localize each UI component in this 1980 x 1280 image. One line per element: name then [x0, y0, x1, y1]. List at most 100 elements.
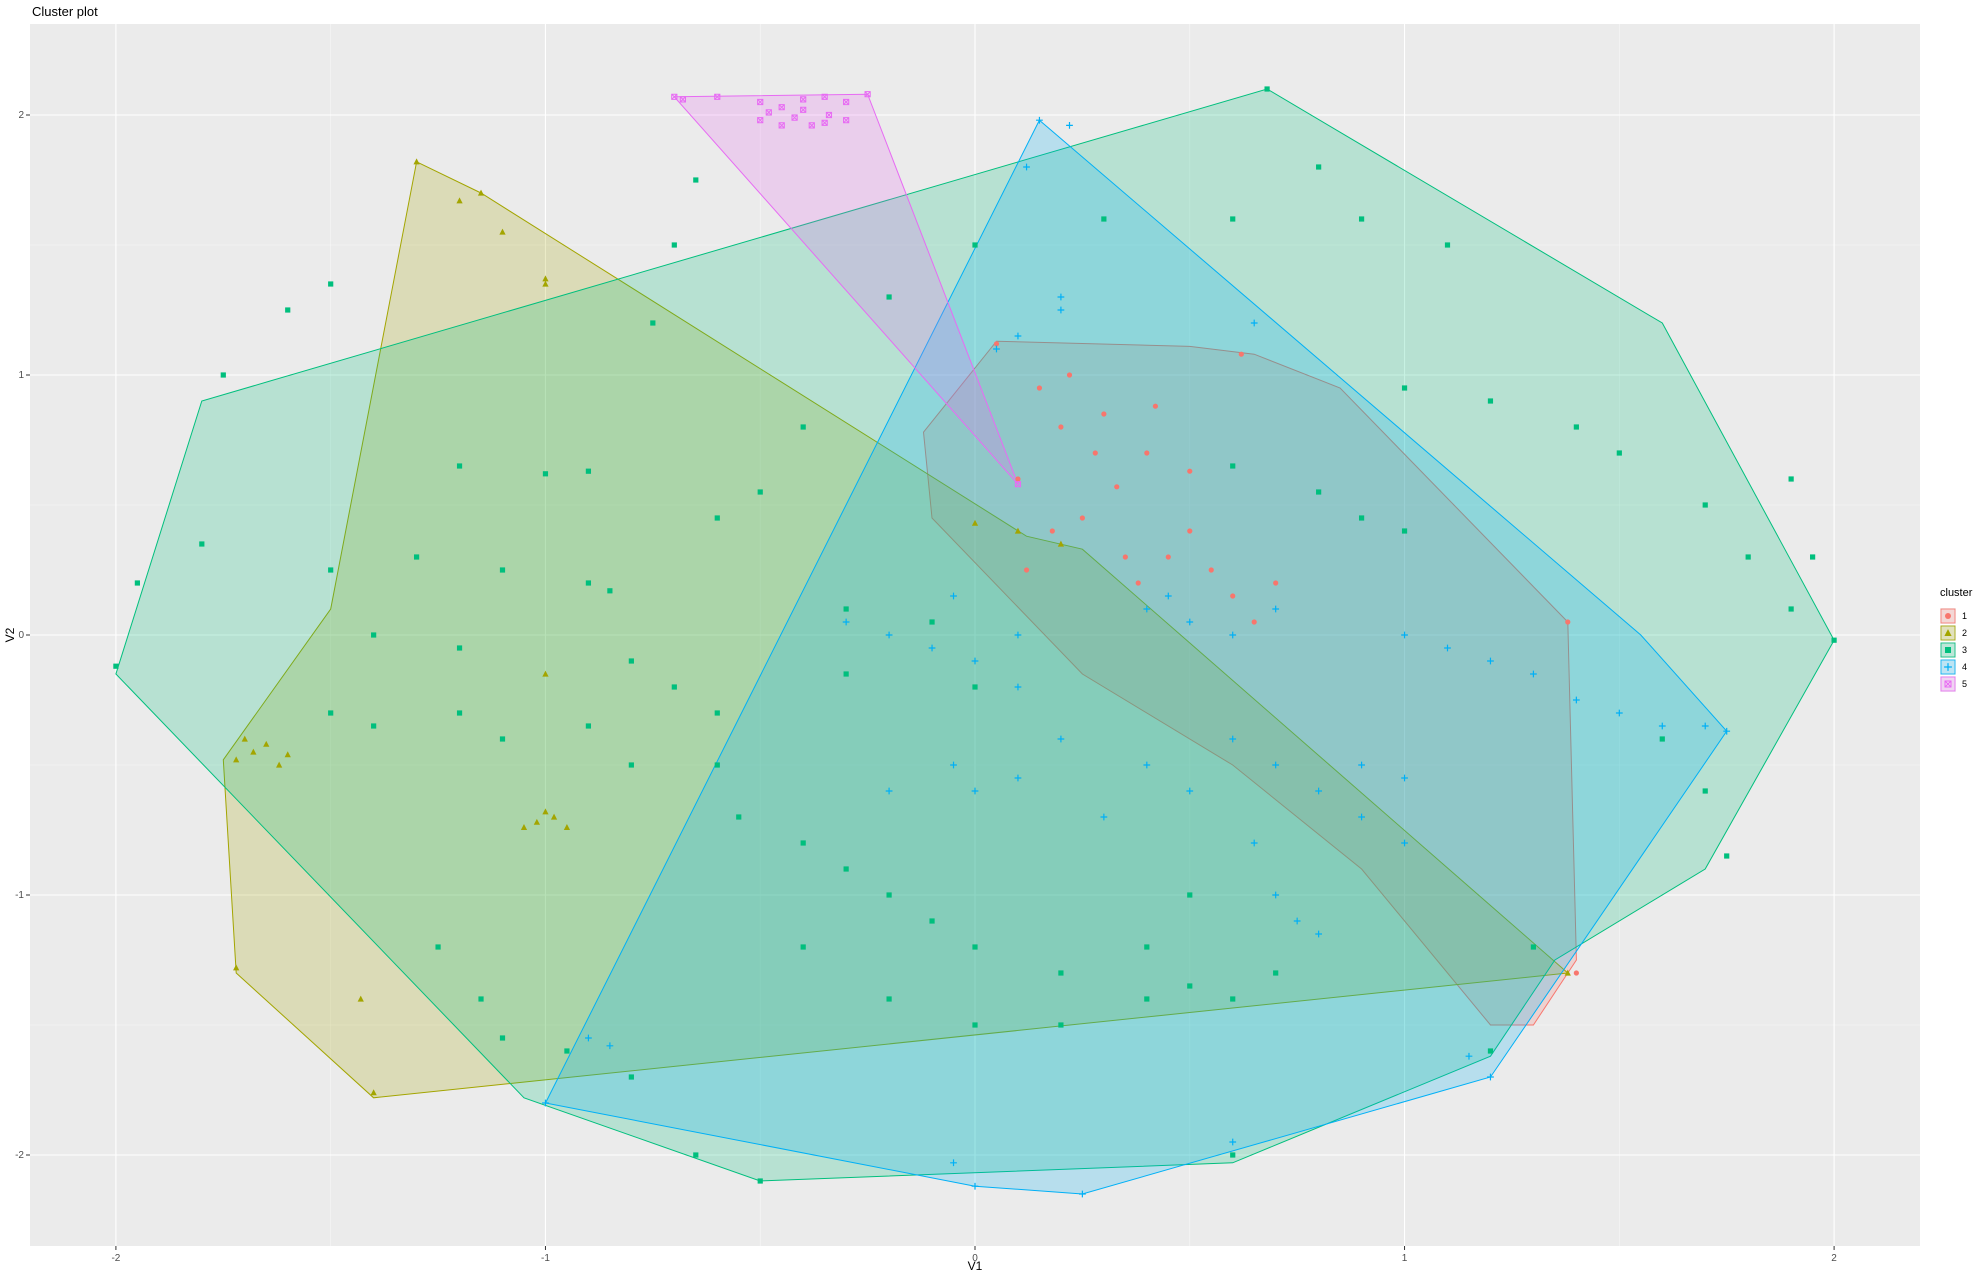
point-cluster-3 [972, 944, 978, 950]
point-cluster-3 [1702, 502, 1708, 508]
point-cluster-3 [800, 424, 806, 430]
point-cluster-3 [1230, 463, 1236, 469]
point-cluster-2 [542, 280, 549, 287]
point-cluster-2 [550, 813, 558, 820]
point-cluster-5 [1014, 481, 1022, 488]
point-cluster-3 [1401, 528, 1408, 534]
point-cluster-4 [1057, 293, 1065, 301]
point-cluster-5 [843, 117, 850, 124]
point-cluster-4 [1023, 163, 1030, 171]
point-cluster-1 [1144, 450, 1150, 456]
cluster-hulls [115, 88, 1835, 1195]
cluster-points [113, 86, 1837, 1198]
point-cluster-3 [1101, 216, 1107, 222]
point-cluster-4 [1658, 722, 1666, 730]
point-cluster-4 [1401, 839, 1408, 847]
point-cluster-4 [885, 787, 893, 795]
point-cluster-3 [328, 281, 334, 287]
point-cluster-4 [971, 657, 979, 665]
cluster-5-points [671, 91, 1022, 488]
point-cluster-1 [1135, 580, 1141, 586]
point-cluster-3 [693, 1152, 699, 1158]
point-cluster-3 [1616, 450, 1622, 456]
point-cluster-3 [1358, 515, 1365, 521]
point-cluster-2 [1057, 540, 1065, 547]
point-cluster-1 [1114, 484, 1120, 490]
point-cluster-3 [1487, 1048, 1494, 1054]
point-cluster-3 [328, 710, 334, 716]
point-cluster-4 [1143, 605, 1151, 613]
point-cluster-4 [950, 1159, 957, 1167]
point-cluster-3 [650, 320, 656, 326]
point-cluster-2 [233, 964, 240, 971]
point-cluster-3 [1264, 86, 1270, 92]
point-cluster-4 [606, 1042, 614, 1050]
point-cluster-1 [1049, 528, 1055, 534]
point-cluster-2 [477, 189, 485, 196]
point-cluster-3 [714, 762, 720, 768]
point-cluster-4 [1057, 735, 1065, 743]
point-cluster-4 [1057, 306, 1065, 314]
point-cluster-4 [1229, 735, 1237, 743]
point-cluster-2 [276, 761, 283, 768]
point-cluster-3 [585, 580, 592, 586]
point-cluster-5 [843, 98, 850, 106]
point-cluster-4 [542, 1099, 549, 1107]
point-cluster-4 [1014, 774, 1022, 782]
point-cluster-1 [1152, 403, 1159, 409]
point-cluster-3 [1831, 637, 1837, 643]
legend-label: 2 [1962, 628, 1967, 638]
point-cluster-1 [1092, 450, 1098, 456]
point-cluster-4 [1229, 631, 1237, 639]
point-cluster-4 [950, 761, 957, 769]
point-cluster-3 [499, 736, 506, 742]
point-cluster-3 [886, 294, 892, 300]
point-cluster-5 [821, 119, 828, 126]
point-cluster-2 [413, 158, 420, 165]
point-cluster-3 [1358, 216, 1365, 222]
y-tick-label: 2 [18, 110, 24, 121]
point-cluster-4 [1487, 1073, 1494, 1081]
point-cluster-3 [1316, 489, 1322, 495]
point-cluster-3 [435, 944, 441, 950]
point-cluster-3 [972, 242, 978, 248]
point-cluster-3 [1144, 996, 1150, 1002]
point-cluster-4 [1079, 1190, 1086, 1198]
point-cluster-4 [971, 1182, 979, 1190]
point-cluster-3 [886, 996, 892, 1002]
point-cluster-4 [1465, 1052, 1473, 1060]
point-cluster-3 [1058, 1022, 1064, 1028]
point-cluster-4 [1315, 787, 1323, 795]
point-cluster-4 [1014, 683, 1022, 691]
point-cluster-3 [736, 814, 742, 820]
point-cluster-2 [542, 670, 549, 677]
point-cluster-3 [371, 723, 377, 729]
point-cluster-3 [113, 663, 119, 669]
point-cluster-1 [1187, 528, 1193, 534]
point-cluster-3 [1745, 554, 1751, 560]
point-cluster-4 [1066, 122, 1073, 129]
point-cluster-3 [671, 242, 677, 248]
point-cluster-4 [1401, 631, 1408, 639]
legend-label: 5 [1962, 679, 1967, 689]
point-cluster-2 [542, 275, 549, 282]
point-cluster-2 [971, 519, 979, 526]
point-cluster-3 [285, 307, 291, 313]
x-tick-label: -1 [541, 1253, 550, 1264]
point-cluster-3 [972, 1022, 978, 1028]
point-cluster-2 [542, 808, 549, 815]
point-cluster-4 [1272, 891, 1280, 899]
point-cluster-3 [757, 1178, 763, 1184]
point-cluster-3 [1444, 242, 1451, 248]
point-cluster-5 [679, 96, 687, 103]
point-cluster-3 [328, 567, 334, 573]
point-cluster-4 [1229, 1138, 1237, 1146]
point-cluster-3 [1810, 554, 1816, 560]
point-cluster-3 [972, 684, 978, 690]
point-cluster-2 [1564, 969, 1571, 976]
point-cluster-3 [220, 372, 226, 378]
point-cluster-1 [1023, 567, 1030, 573]
point-cluster-3 [628, 658, 634, 664]
point-cluster-5 [864, 91, 871, 98]
